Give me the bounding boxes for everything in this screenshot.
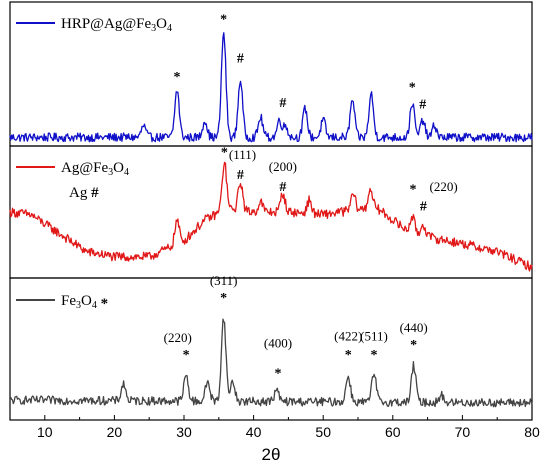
peak-marker-hash: # [419,98,426,113]
peak-marker-star: * [220,13,227,28]
legend-label: HRP@Ag@Fe3O4 [61,16,172,34]
x-tick-label: 40 [246,424,262,440]
peak-label: (422) [334,328,362,343]
x-tick-label: 70 [455,424,471,440]
peak-label: (111) [229,147,256,162]
peak-marker-star: * [221,146,228,161]
peak-marker-star: * [220,291,227,306]
x-axis-label: 2θ [262,445,281,464]
legend: Ag@Fe3O4 Ag # [16,160,129,201]
x-tick-label: 80 [524,424,540,440]
peak-marker-star: * [183,348,190,363]
peak-label: (311) [210,273,238,288]
series-line [9,32,533,143]
panel-1: **##*#HRP@Ag@Fe3O4 [9,13,533,143]
peak-marker-star: * [410,338,417,353]
peak-label: (220) [164,330,192,345]
legend: HRP@Ag@Fe3O4 [16,16,172,34]
panel-frame [9,277,533,421]
peak-marker-star: * [345,348,352,363]
legend: Fe3O4 * [16,293,108,312]
x-tick-label: 60 [385,424,401,440]
panel-3: * (220) * (311) * (400) * (422) * (511) * (440) Fe3O… [9,273,533,408]
peak-marker-star: * [409,80,416,95]
peak-marker-star: * [409,183,416,198]
peak-marker-hash: # [279,180,286,195]
series-line [9,161,533,272]
x-tick-label: 10 [37,424,53,440]
peak-marker-star: * [174,70,181,85]
peak-label: (440) [400,320,428,335]
peak-label: (400) [264,336,292,351]
peak-marker-hash: # [237,168,244,183]
legend-label: Ag@Fe3O4 [61,160,129,178]
peak-marker-star: * [371,348,378,363]
x-axis: 10 20 30 40 50 60 70 80 2θ [37,415,540,464]
peak-marker-hash: # [279,96,286,111]
peak-marker-hash: # [237,51,244,66]
peak-marker-hash: # [420,200,427,215]
x-tick-label: 30 [176,424,192,440]
peak-marker-star: * [274,366,281,381]
series-line [9,318,533,408]
legend-ag-label: Ag # [69,185,99,201]
x-tick-label: 50 [315,424,331,440]
peak-label: (220) [430,179,458,194]
x-tick-label: 20 [107,424,123,440]
peak-label: (511) [360,328,388,343]
legend-label: Fe3O4 * [61,293,108,312]
peak-label: (200) [269,159,297,174]
